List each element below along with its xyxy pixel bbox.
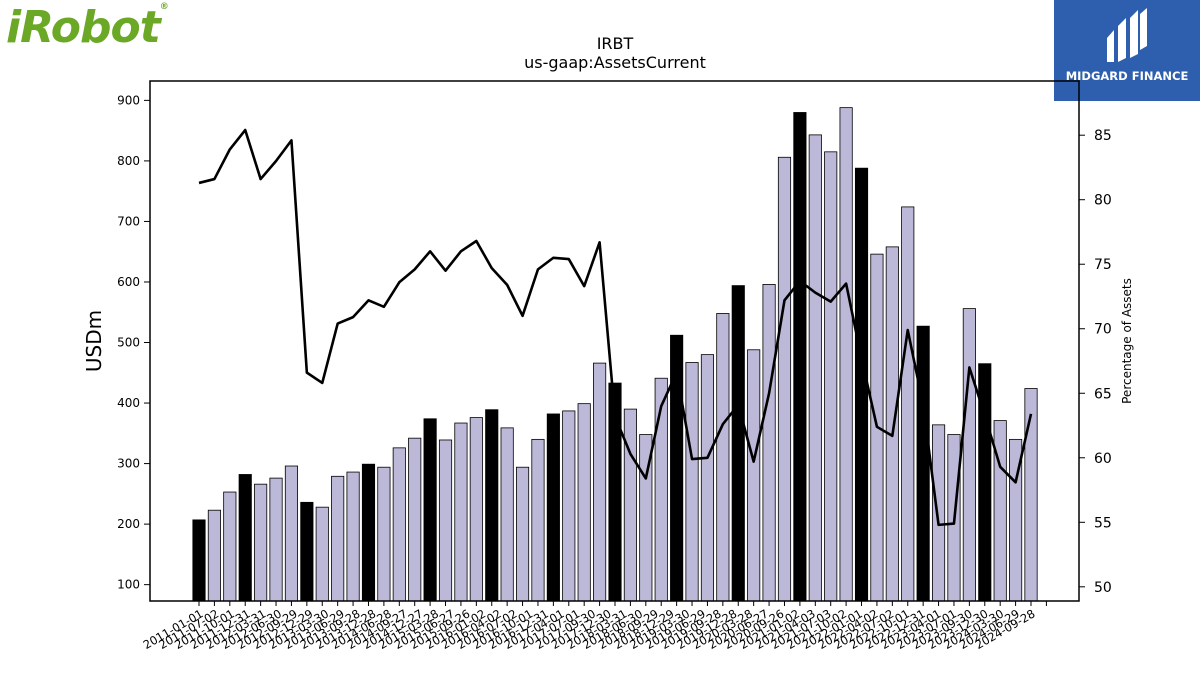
y-tick-label-700: 700 bbox=[117, 214, 140, 228]
bar-2012-06-30 bbox=[284, 465, 299, 602]
y-tick-label-800: 800 bbox=[117, 154, 140, 168]
series-line-percentage-of-assets bbox=[198, 128, 1033, 527]
bar-2014-12-27 bbox=[438, 439, 453, 602]
bar-2015-09-26 bbox=[485, 409, 499, 602]
midgard-logo-icon bbox=[1107, 8, 1147, 62]
y-tick-label-100: 100 bbox=[117, 578, 140, 592]
bar-2023-12-30 bbox=[993, 420, 1007, 602]
y-tick-label-300: 300 bbox=[117, 457, 140, 471]
y2-tick-label-85: 85 bbox=[1094, 128, 1112, 144]
bar-2017-04-01 bbox=[577, 403, 591, 602]
bars-layer bbox=[192, 107, 1038, 602]
left-axis: 100 200 300 400 500 600 700 800 900 bbox=[117, 93, 150, 592]
bar-2020-06-27 bbox=[777, 156, 792, 602]
bar-2021-01-02 bbox=[808, 134, 822, 602]
bar-2016-10-01 bbox=[546, 413, 560, 602]
y-tick-label-400: 400 bbox=[117, 396, 140, 410]
y2-tick-label-50: 50 bbox=[1094, 580, 1112, 596]
y2-tick-label-70: 70 bbox=[1094, 322, 1112, 338]
bar-2022-10-01 bbox=[916, 325, 930, 602]
y2-tick-label-60: 60 bbox=[1094, 451, 1112, 467]
bar-2011-04-02 bbox=[207, 509, 221, 602]
bar-2021-07-03 bbox=[839, 107, 853, 602]
bar-2016-07-02 bbox=[531, 438, 545, 602]
bar-2020-03-28 bbox=[762, 283, 776, 602]
y-tick-label-600: 600 bbox=[117, 275, 140, 289]
bar-2022-12-31 bbox=[931, 424, 946, 602]
y-tick-label-200: 200 bbox=[117, 517, 140, 531]
bar-2011-01-01 bbox=[192, 519, 206, 602]
bar-2011-12-31 bbox=[254, 483, 268, 602]
bar-2013-06-29 bbox=[346, 471, 360, 602]
bar-2013-03-30 bbox=[331, 475, 345, 602]
chart-subtitle: us-gaap:AssetsCurrent bbox=[524, 53, 706, 72]
bar-2015-06-27 bbox=[469, 417, 483, 602]
bar-2014-09-27 bbox=[423, 418, 437, 602]
bar-2021-04-03 bbox=[824, 151, 838, 602]
bar-2023-07-01 bbox=[962, 308, 976, 602]
bar-2022-07-02 bbox=[901, 206, 915, 602]
y2-tick-label-65: 65 bbox=[1094, 386, 1112, 402]
x-axis: 2011-01-012011-07-022011-10-012011-12-31… bbox=[141, 601, 1047, 652]
bar-2016-01-02 bbox=[500, 427, 514, 602]
bar-2012-09-29 bbox=[300, 501, 314, 602]
y2-tick-label-55: 55 bbox=[1094, 515, 1112, 531]
bar-2012-03-31 bbox=[269, 477, 283, 602]
bar-2016-12-31 bbox=[562, 410, 576, 602]
bar-2011-07-02 bbox=[223, 491, 237, 602]
bar-2024-06-29 bbox=[1024, 388, 1038, 602]
y2-tick-label-75: 75 bbox=[1094, 257, 1112, 273]
bar-2013-12-28 bbox=[377, 466, 391, 602]
badge-text: MIDGARD FINANCE bbox=[1065, 69, 1189, 83]
y-tick-label-500: 500 bbox=[117, 336, 140, 350]
bar-2018-12-29 bbox=[685, 362, 699, 602]
chart-title: IRBT bbox=[597, 34, 634, 53]
bar-2016-04-02 bbox=[515, 466, 530, 602]
bar-2019-12-28 bbox=[747, 349, 761, 602]
y-axis-label: USDm bbox=[82, 310, 106, 372]
y2-axis-label: Percentage of Assets bbox=[1120, 278, 1134, 404]
bar-2021-10-02 bbox=[854, 167, 869, 602]
bar-2011-10-01 bbox=[238, 474, 252, 602]
bar-2019-09-28 bbox=[731, 285, 745, 602]
bar-2014-06-28 bbox=[408, 437, 422, 602]
y2-tick-label-80: 80 bbox=[1094, 193, 1112, 209]
bar-2019-03-30 bbox=[700, 354, 715, 602]
irobot-logo: iRobot® bbox=[6, 2, 169, 53]
bar-2017-07-01 bbox=[593, 362, 607, 602]
line-layer bbox=[198, 128, 1033, 527]
bar-2017-12-30 bbox=[623, 408, 637, 602]
bar-2015-03-28 bbox=[454, 422, 468, 602]
bar-2019-06-29 bbox=[716, 313, 730, 602]
bar-2020-09-26 bbox=[793, 112, 807, 602]
right-axis: 50 55 60 65 70 75 80 85 bbox=[1079, 128, 1112, 596]
bar-2014-03-29 bbox=[392, 447, 406, 602]
bar-2013-09-28 bbox=[361, 463, 376, 602]
bar-2022-04-02 bbox=[885, 246, 899, 602]
y-tick-label-900: 900 bbox=[117, 93, 140, 107]
bar-2012-12-29 bbox=[315, 506, 329, 602]
